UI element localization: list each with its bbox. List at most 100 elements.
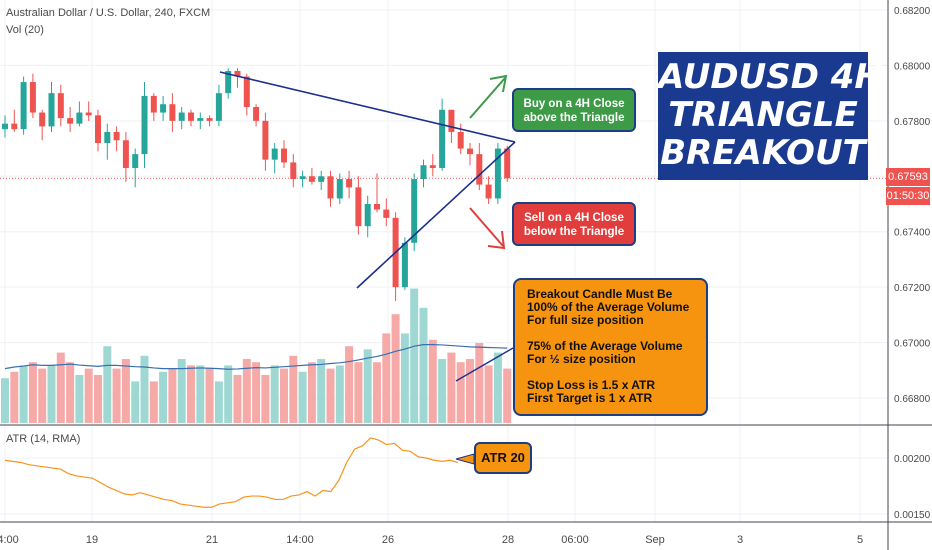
- volume-bar: [382, 333, 391, 423]
- candle: [476, 154, 483, 185]
- candle: [141, 95, 148, 155]
- candle: [253, 107, 260, 121]
- volume-ma-line: [4, 344, 508, 370]
- volume-bar: [400, 333, 409, 423]
- candle: [327, 176, 334, 199]
- volume-bar: [363, 349, 372, 423]
- time-tick-label: 3: [737, 534, 743, 546]
- volume-bar: [345, 346, 354, 423]
- volume-bar: [168, 368, 177, 423]
- volume-bar: [140, 355, 149, 423]
- volume-bar: [1, 378, 9, 423]
- time-tick-label: 19: [86, 534, 98, 546]
- candle: [364, 204, 371, 227]
- note-line: For ½ size position: [527, 352, 636, 366]
- volume-bar: [94, 375, 102, 423]
- volume-bar: [56, 352, 65, 423]
- price-tick-label: 0.67200: [894, 283, 931, 294]
- volume-bar: [438, 359, 447, 423]
- volume-bar: [214, 381, 223, 423]
- candle: [411, 179, 418, 243]
- candle: [336, 179, 343, 199]
- volume-bar: [475, 343, 484, 423]
- volume-bar: [280, 368, 288, 423]
- candle: [234, 70, 241, 77]
- candle: [67, 118, 74, 124]
- volume-bar: [261, 375, 270, 423]
- candle: [504, 148, 511, 179]
- candle: [281, 148, 287, 163]
- atr-indicator-label: ATR (14, RMA): [6, 433, 81, 445]
- sell-callout: Sell on a 4H Close below the Triangle: [512, 202, 636, 246]
- note-line: For full size position: [527, 313, 644, 327]
- candle: [401, 242, 408, 288]
- candle: [485, 184, 492, 199]
- time-tick-label: 28: [502, 534, 514, 546]
- candle: [262, 120, 269, 160]
- volume-bar: [205, 368, 214, 423]
- atr-tick-label: 0.00150: [894, 510, 931, 521]
- price-tick-label: 0.66800: [894, 394, 931, 405]
- volume-bar: [391, 314, 400, 423]
- candle: [85, 112, 92, 116]
- candle: [494, 148, 501, 199]
- down-arrow: [469, 207, 504, 247]
- candle: [383, 209, 390, 218]
- title-line: AUDUSD 4H: [658, 57, 883, 97]
- candle: [225, 70, 232, 94]
- candle: [11, 123, 18, 130]
- time-tick-label: 06:00: [561, 534, 589, 546]
- buy-callout-line: Buy on a 4H Close: [523, 98, 625, 110]
- note-line: Breakout Candle Must Be: [527, 287, 673, 301]
- volume-bar: [354, 362, 363, 423]
- time-tick-label: 26: [382, 534, 394, 546]
- candle: [160, 104, 167, 113]
- candle: [299, 176, 306, 180]
- candle: [178, 112, 185, 121]
- volume-bar: [149, 381, 158, 423]
- volume-label: Vol (20): [6, 24, 44, 36]
- volume-bar: [270, 365, 279, 423]
- note-line: 100% of the Average Volume: [527, 300, 690, 314]
- candle: [206, 118, 213, 121]
- candle: [29, 82, 36, 113]
- down-arrow-head: [487, 230, 506, 250]
- volume-bar: [456, 362, 465, 423]
- candle: [132, 154, 139, 168]
- candle: [308, 176, 315, 182]
- volume-bar: [252, 362, 261, 423]
- volume-bar: [447, 352, 456, 423]
- candle: [243, 76, 250, 107]
- price-tick-label: 0.67400: [894, 228, 931, 239]
- candle: [290, 162, 297, 180]
- price-tick-label: 0.67000: [894, 339, 931, 350]
- candle: [122, 140, 129, 168]
- volume-bar: [75, 375, 84, 423]
- candle: [150, 95, 157, 113]
- candle: [467, 148, 473, 155]
- volume-bar: [112, 368, 121, 423]
- volume-bar: [307, 362, 316, 423]
- candle: [57, 93, 64, 119]
- volume-bar: [187, 365, 195, 423]
- volume-bar: [121, 359, 130, 423]
- volume-bar: [84, 368, 93, 423]
- symbol-line: Australian Dollar / U.S. Dollar, 240, FX…: [6, 7, 211, 19]
- time-tick-label: 21: [206, 534, 218, 546]
- atr-callout: ATR 20: [474, 442, 532, 474]
- volume-bar: [428, 339, 437, 423]
- volume-bar: [103, 346, 112, 423]
- volume-bar: [484, 365, 493, 423]
- atr-line: [4, 437, 459, 508]
- volume-bar: [419, 307, 428, 423]
- price-tick-label: 0.68200: [894, 6, 931, 17]
- countdown-tag: 01:50:30: [886, 187, 930, 205]
- candle: [48, 93, 55, 127]
- volume-bar: [503, 368, 512, 423]
- volume-bar: [317, 359, 326, 423]
- last-price-tag: 0.67593: [886, 168, 930, 186]
- sell-callout-line: Sell on a 4H Close: [524, 212, 624, 224]
- volume-bar: [326, 368, 335, 423]
- volume-bar: [466, 359, 474, 423]
- candle: [448, 109, 455, 132]
